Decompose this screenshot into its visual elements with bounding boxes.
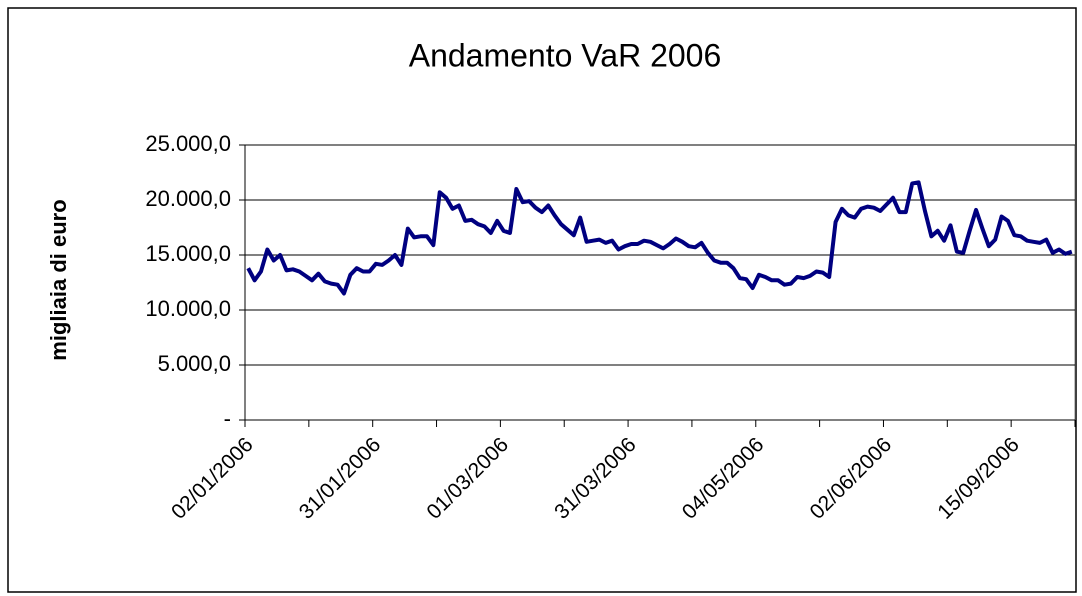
y-tick-label: 15.000,0 [145, 241, 231, 266]
y-tick-label: - [224, 406, 231, 431]
y-axis-label: migliaia di euro [46, 199, 71, 360]
data-line [246, 180, 1073, 296]
y-tick-label: 5.000,0 [158, 351, 231, 376]
y-tick-label: 25.000,0 [145, 131, 231, 156]
chart-title: Andamento VaR 2006 [409, 37, 722, 73]
y-tick-label: 10.000,0 [145, 296, 231, 321]
y-tick-label: 20.000,0 [145, 186, 231, 211]
plot-area [244, 144, 1076, 421]
